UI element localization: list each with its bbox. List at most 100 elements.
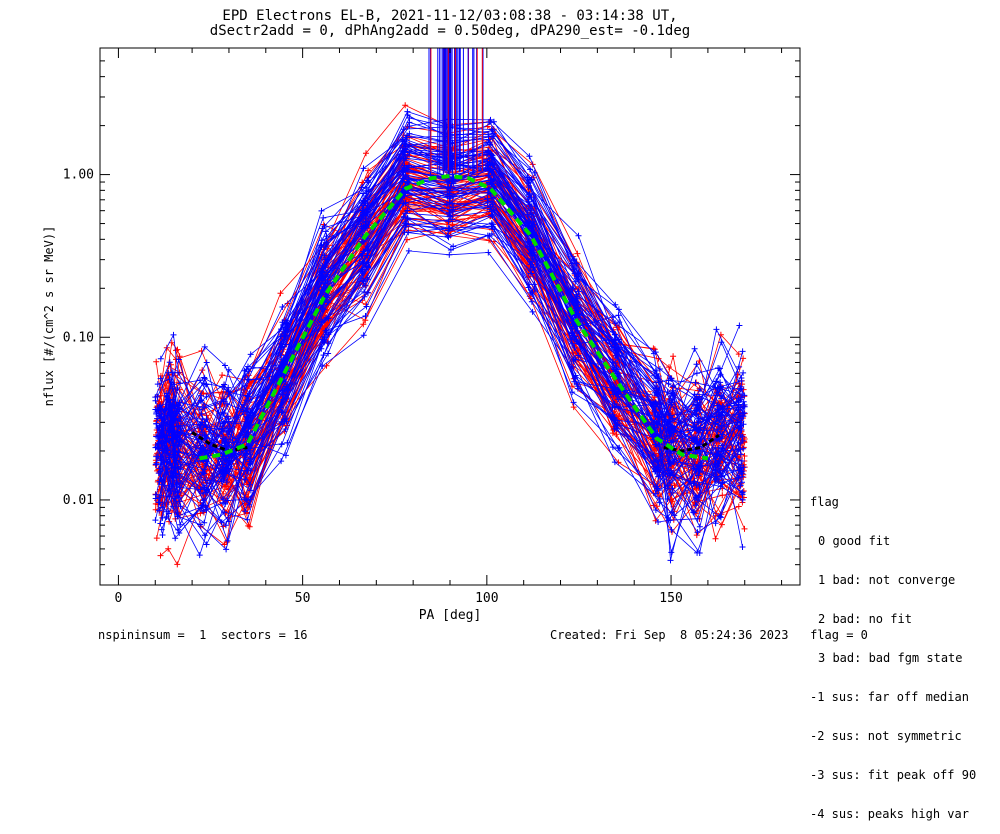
data-point-marker — [156, 507, 163, 514]
data-point-marker — [197, 377, 203, 384]
data-point-marker — [164, 419, 171, 426]
data-point-marker — [665, 380, 672, 387]
data-point-marker — [154, 425, 161, 431]
data-point-marker — [575, 288, 582, 295]
data-point-marker — [318, 207, 325, 214]
data-point-marker — [175, 369, 182, 376]
data-point-marker — [526, 153, 533, 160]
data-point-marker — [173, 423, 180, 430]
data-point-marker — [570, 356, 577, 362]
data-point-marker — [613, 403, 620, 410]
data-point-marker — [652, 441, 659, 448]
data-point-marker — [528, 176, 535, 183]
data-point-marker — [406, 142, 413, 149]
data-point-marker — [360, 321, 367, 328]
data-point-marker — [528, 298, 535, 305]
data-point-marker — [738, 426, 745, 433]
data-point-marker — [655, 473, 662, 480]
data-point-marker — [737, 482, 744, 489]
data-point-marker — [574, 383, 581, 390]
flux-traces — [152, 48, 748, 568]
data-point-marker — [737, 396, 744, 403]
data-point-marker — [691, 345, 698, 352]
data-point-marker — [176, 430, 183, 437]
flux-trace — [159, 250, 739, 554]
data-point-marker — [713, 473, 720, 480]
data-point-marker — [176, 530, 183, 536]
data-point-marker — [222, 522, 229, 529]
data-point-marker — [244, 516, 251, 523]
legend-item: 3 bad: bad fgm state — [818, 651, 963, 665]
data-point-marker — [402, 224, 409, 230]
data-point-marker — [219, 425, 226, 432]
data-point-marker — [152, 491, 159, 498]
flux-trace — [158, 195, 740, 492]
data-point-marker — [529, 289, 536, 295]
data-point-marker — [221, 419, 228, 426]
x-tick-label: 150 — [659, 591, 682, 606]
data-point-marker — [738, 378, 745, 384]
data-point-marker — [529, 218, 536, 225]
data-point-marker — [359, 266, 366, 273]
data-point-marker — [693, 532, 700, 539]
data-point-marker — [449, 221, 456, 228]
data-point-marker — [221, 381, 228, 388]
data-point-marker — [201, 519, 208, 526]
data-point-marker — [712, 535, 719, 542]
data-point-marker — [159, 532, 166, 538]
data-point-marker — [323, 239, 330, 246]
data-point-marker — [363, 303, 370, 310]
x-tick-label: 0 — [115, 591, 123, 606]
data-point-marker — [525, 179, 532, 186]
data-point-marker — [569, 285, 576, 292]
data-point-marker — [223, 539, 230, 546]
chart: 0 50 100 150 0.01 0.10 1.00 PA [deg] nflux [#/… — [42, 47, 801, 623]
data-point-marker — [526, 243, 533, 250]
data-point-marker — [739, 544, 746, 550]
data-point-marker — [713, 326, 720, 333]
data-point-marker — [653, 503, 660, 510]
data-point-marker — [156, 432, 163, 439]
data-point-marker — [403, 134, 410, 141]
axes: 0 50 100 150 0.01 0.10 1.00 — [63, 47, 800, 606]
data-point-marker — [318, 237, 325, 244]
data-point-marker — [654, 420, 660, 427]
data-point-marker — [157, 552, 164, 559]
data-point-marker — [170, 331, 177, 338]
data-point-marker — [695, 472, 702, 479]
data-point-marker — [717, 514, 724, 521]
data-point-marker — [667, 467, 674, 474]
data-point-marker — [165, 510, 172, 517]
data-point-marker — [244, 397, 250, 404]
data-point-marker — [485, 119, 492, 126]
data-point-marker — [653, 490, 659, 497]
data-point-marker — [321, 252, 328, 259]
data-point-marker — [247, 451, 254, 458]
data-point-marker — [717, 453, 724, 459]
data-point-marker — [667, 375, 674, 382]
data-point-marker — [445, 227, 452, 234]
data-point-marker — [612, 352, 619, 359]
flux-trace — [161, 217, 743, 536]
data-point-marker — [715, 365, 722, 371]
data-point-marker — [445, 185, 452, 192]
data-point-marker — [717, 405, 724, 412]
data-point-marker — [364, 247, 371, 254]
data-point-marker — [528, 194, 535, 201]
data-point-marker — [652, 349, 659, 356]
data-point-marker — [693, 407, 700, 414]
data-point-marker — [325, 340, 332, 347]
data-point-marker — [171, 429, 178, 436]
data-point-marker — [153, 358, 160, 365]
data-point-marker — [525, 196, 532, 203]
data-point-marker — [197, 521, 203, 528]
data-point-marker — [610, 366, 617, 373]
data-point-marker — [247, 461, 253, 468]
data-point-marker — [153, 535, 160, 542]
y-tick-label: 1.00 — [63, 168, 94, 183]
data-point-marker — [486, 139, 493, 146]
data-point-marker — [223, 546, 230, 553]
data-point-marker — [280, 409, 286, 416]
data-point-marker — [222, 501, 229, 507]
data-point-marker — [243, 415, 250, 422]
